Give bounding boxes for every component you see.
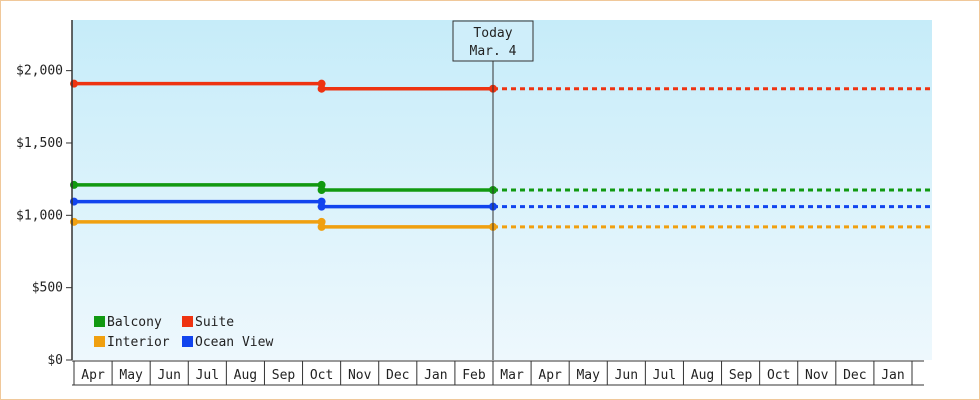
x-tick-label: Jan bbox=[881, 368, 904, 383]
y-tick-label: $1,500 bbox=[16, 136, 63, 151]
x-tick-label: Sep bbox=[729, 368, 753, 383]
y-tick-label: $1,000 bbox=[16, 208, 63, 223]
legend: Balcony Suite Interior Ocean View bbox=[94, 315, 273, 350]
data-point bbox=[70, 197, 78, 206]
x-tick-label: Dec bbox=[386, 368, 409, 383]
y-tick-label: $2,000 bbox=[16, 64, 63, 79]
data-point bbox=[70, 180, 78, 189]
legend-item-balcony: Balcony bbox=[94, 315, 162, 330]
x-tick-label: Jun bbox=[615, 368, 638, 383]
x-tick-label: Aug bbox=[691, 368, 714, 383]
x-tick-label: Oct bbox=[767, 368, 790, 383]
data-point bbox=[70, 79, 78, 88]
x-tick-label: Aug bbox=[234, 368, 257, 383]
x-tick-label: Apr bbox=[538, 368, 562, 383]
x-tick-label: Feb bbox=[462, 368, 486, 383]
data-point bbox=[317, 202, 326, 211]
x-tick-label: Sep bbox=[272, 368, 296, 383]
legend-swatch bbox=[182, 316, 193, 327]
legend-swatch bbox=[94, 336, 105, 347]
legend-label: Interior bbox=[107, 335, 170, 350]
legend-item-interior: Interior bbox=[94, 335, 170, 350]
today-marker: Today Mar. 4 bbox=[452, 20, 534, 360]
x-tick-label: Jun bbox=[157, 368, 180, 383]
x-tick-label: Dec bbox=[843, 368, 866, 383]
x-tick-label: Jan bbox=[424, 368, 447, 383]
legend-label: Suite bbox=[195, 315, 234, 330]
x-tick-label: Nov bbox=[348, 368, 372, 383]
y-tick-label: $500 bbox=[32, 281, 63, 296]
x-tick-label: Mar bbox=[500, 368, 524, 383]
legend-item-suite: Suite bbox=[182, 315, 234, 330]
data-point bbox=[70, 217, 78, 226]
series-layer bbox=[70, 79, 932, 231]
x-tick-label: May bbox=[119, 368, 143, 383]
legend-item-ocean-view: Ocean View bbox=[182, 335, 273, 350]
today-label-title: Today bbox=[473, 26, 512, 41]
data-point bbox=[317, 186, 326, 194]
y-tick-label: $0 bbox=[47, 353, 63, 368]
data-point bbox=[317, 222, 326, 231]
legend-label: Ocean View bbox=[195, 335, 273, 350]
legend-swatch bbox=[94, 316, 105, 327]
legend-swatch bbox=[182, 336, 193, 347]
x-tick-label: Apr bbox=[81, 368, 105, 383]
today-label-date: Mar. 4 bbox=[470, 44, 517, 59]
x-tick-label: Nov bbox=[805, 368, 829, 383]
legend-label: Balcony bbox=[107, 315, 162, 330]
x-tick-label: May bbox=[576, 368, 600, 383]
x-tick-label: Jul bbox=[196, 368, 219, 383]
axes: $0 $500 $1,000 $1,500 $2,000 Apr May Jun Jul Aug S… bbox=[16, 20, 924, 386]
data-point bbox=[317, 84, 326, 93]
x-tick-label: Oct bbox=[310, 368, 333, 383]
today-label-box bbox=[452, 20, 534, 62]
x-tick-label: Jul bbox=[653, 368, 676, 383]
